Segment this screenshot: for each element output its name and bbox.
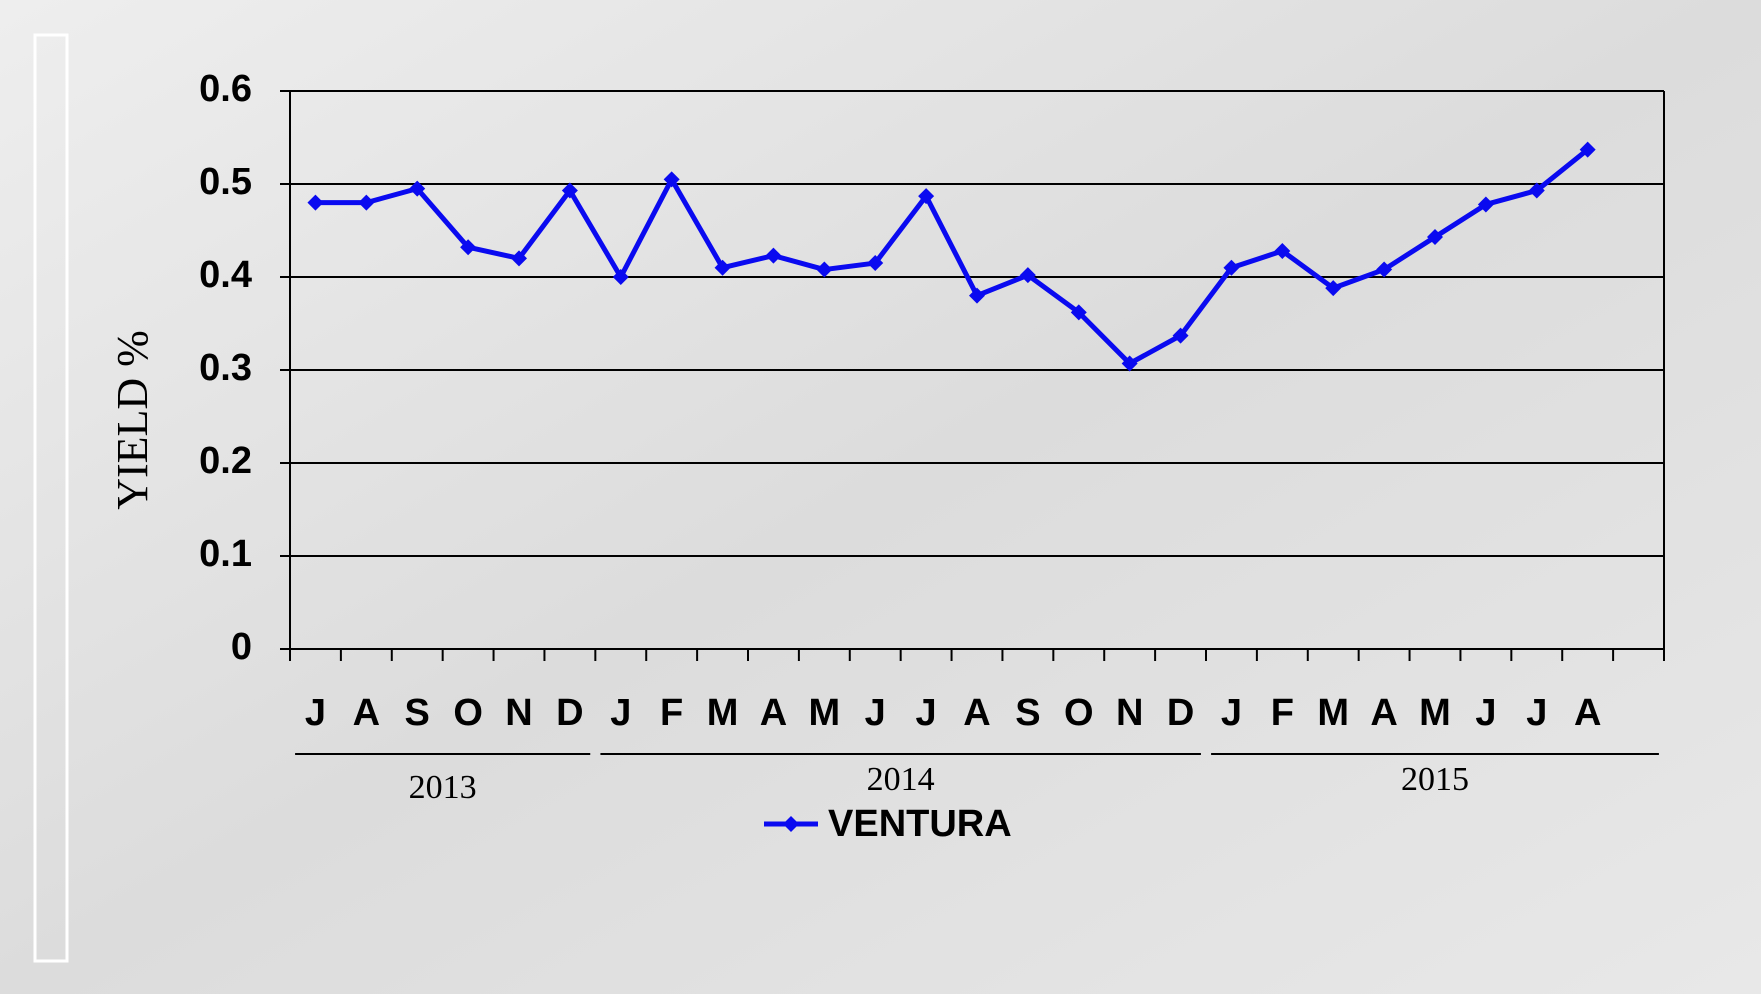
x-tick-label: D: [556, 692, 583, 734]
data-marker: [511, 250, 527, 267]
legend-label: VENTURA: [828, 803, 1012, 845]
y-tick-label: 0.4: [199, 254, 252, 296]
x-tick-label: S: [1015, 692, 1040, 734]
data-marker: [867, 255, 884, 272]
x-tick-label: A: [760, 692, 787, 734]
y-axis-title: YIELD %: [108, 330, 157, 510]
y-tick-label: 0.6: [199, 68, 252, 110]
x-tick-label: M: [1317, 692, 1349, 734]
data-marker: [307, 194, 324, 211]
data-marker: [714, 259, 731, 276]
data-marker: [409, 180, 426, 197]
x-tick-label: S: [405, 692, 430, 734]
side-panel: [33, 33, 69, 963]
data-marker: [1019, 267, 1036, 284]
data-marker: [1477, 196, 1494, 213]
data-marker: [918, 188, 935, 205]
x-tick-label: J: [610, 692, 631, 734]
x-tick-label: A: [353, 692, 380, 734]
x-tick-label: J: [305, 692, 326, 734]
data-marker: [1528, 182, 1545, 199]
data-marker: [1070, 304, 1087, 321]
x-tick-label: J: [1475, 692, 1496, 734]
legend-marker: [783, 816, 799, 832]
y-tick-label: 0.5: [199, 161, 252, 203]
data-marker: [1376, 261, 1393, 278]
data-line: [315, 147, 1590, 366]
x-tick-label: A: [1574, 692, 1601, 734]
data-marker: [358, 194, 375, 211]
year-label: 2015: [1401, 761, 1469, 798]
x-tick-label: A: [963, 692, 990, 734]
data-marker: [969, 287, 985, 304]
x-tick-label: J: [1526, 692, 1547, 734]
data-marker: [1121, 355, 1138, 372]
x-tick-label: J: [1221, 692, 1242, 734]
x-tick-label: N: [505, 692, 532, 734]
data-marker: [765, 247, 782, 264]
data-marker: [1274, 242, 1291, 259]
data-marker: [1579, 141, 1596, 158]
y-tick-label: 0.3: [199, 347, 252, 389]
data-marker: [1427, 229, 1443, 246]
data-marker: [612, 269, 629, 285]
x-tick-label: M: [809, 692, 841, 734]
x-tick-label: A: [1370, 692, 1397, 734]
x-tick-label: O: [1064, 692, 1094, 734]
x-tick-label: N: [1116, 692, 1143, 734]
data-marker: [460, 239, 477, 256]
year-label: 2014: [867, 761, 935, 798]
x-tick-label: J: [916, 692, 937, 734]
x-tick-label: F: [1271, 692, 1294, 734]
y-tick-label: 0: [231, 626, 252, 668]
x-tick-label: D: [1167, 692, 1194, 734]
data-marker: [663, 171, 680, 188]
data-marker: [1223, 259, 1240, 276]
x-tick-label: M: [1419, 692, 1451, 734]
data-marker: [561, 182, 578, 199]
x-tick-label: M: [707, 692, 739, 734]
x-tick-label: O: [453, 692, 483, 734]
data-marker: [1325, 280, 1342, 297]
x-tick-label: J: [865, 692, 886, 734]
x-tick-label: F: [660, 692, 683, 734]
y-tick-label: 0.1: [199, 533, 252, 575]
data-marker: [1172, 327, 1189, 344]
data-marker: [816, 261, 833, 278]
y-tick-label: 0.2: [199, 440, 252, 482]
year-label: 2013: [409, 769, 477, 806]
